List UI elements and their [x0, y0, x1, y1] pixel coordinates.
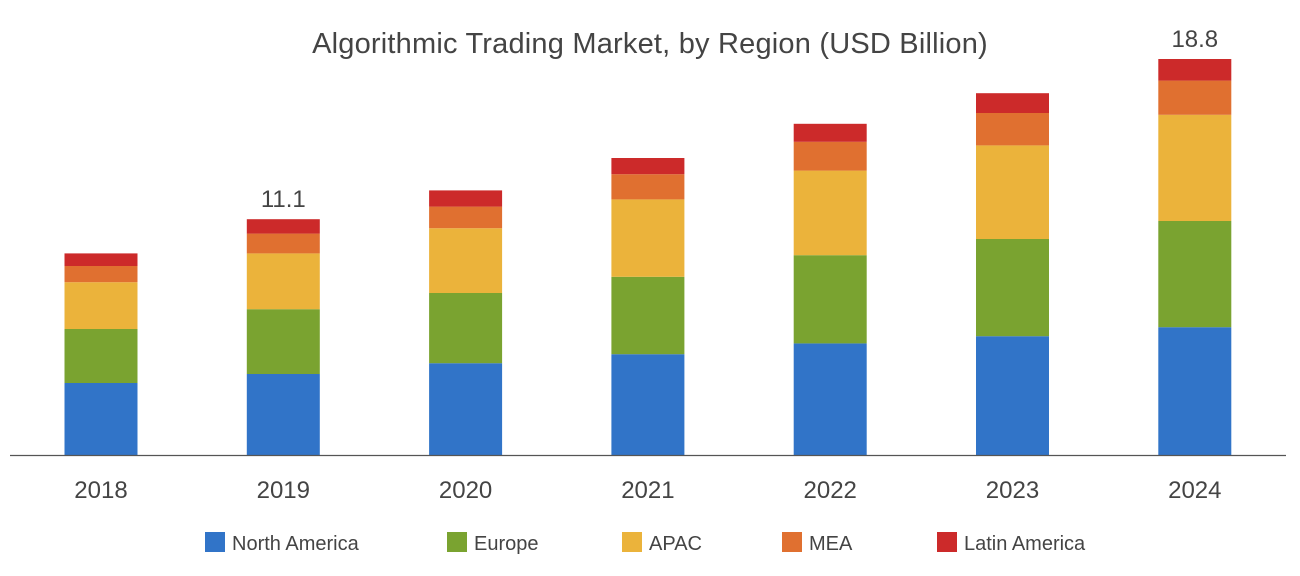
bar-latin-america-2022 [793, 123, 867, 142]
bar-latin-america-2020 [429, 190, 503, 207]
bar-latin-america-2019 [246, 219, 320, 234]
bar-mea-2023 [976, 113, 1049, 146]
chart-title: Algorithmic Trading Market, by Region (U… [312, 28, 988, 60]
bar-apac-2018 [64, 282, 138, 329]
bar-mea-2019 [246, 233, 320, 254]
legend-label: North America [232, 533, 360, 555]
bar-apac-2020 [429, 228, 503, 293]
legend-label: APAC [649, 533, 702, 555]
bar-europe-2023 [976, 239, 1049, 337]
bar-mea-2020 [429, 206, 503, 229]
legend-swatch [937, 532, 957, 552]
bar-north-america-2022 [793, 343, 867, 455]
legend-swatch [622, 532, 642, 552]
legend-item-apac: APAC [622, 532, 702, 555]
legend-item-latin-america: Latin America [937, 532, 1086, 555]
x-tick-label: 2024 [1168, 477, 1221, 504]
x-tick-label: 2018 [74, 477, 127, 504]
legend-item-mea: MEA [782, 532, 853, 555]
bar-north-america-2024 [1158, 327, 1232, 455]
x-tick-label: 2023 [986, 477, 1039, 504]
data-label: 18.8 [1171, 26, 1218, 53]
bar-europe-2018 [64, 329, 138, 383]
bar-mea-2018 [64, 266, 138, 283]
bar-apac-2022 [793, 170, 867, 256]
legend-label: Europe [474, 533, 539, 555]
legend-swatch [447, 532, 467, 552]
bar-europe-2024 [1158, 221, 1232, 328]
bar-north-america-2021 [611, 354, 685, 455]
bar-latin-america-2024 [1158, 59, 1232, 81]
bar-apac-2023 [976, 145, 1049, 239]
legend-label: MEA [809, 533, 853, 555]
bar-europe-2022 [793, 255, 867, 344]
bar-apac-2019 [246, 253, 320, 310]
x-tick-label: 2020 [439, 477, 492, 504]
bar-north-america-2020 [429, 363, 503, 455]
bar-latin-america-2021 [611, 158, 685, 175]
x-tick-label: 2022 [804, 477, 857, 504]
bar-apac-2024 [1158, 114, 1232, 221]
bar-latin-america-2018 [64, 253, 138, 266]
legend-label: Latin America [964, 533, 1086, 555]
bar-north-america-2018 [64, 383, 138, 455]
bar-europe-2020 [429, 293, 503, 364]
bar-mea-2021 [611, 174, 685, 200]
data-label: 11.1 [261, 186, 306, 213]
bar-north-america-2023 [976, 336, 1049, 455]
legend-item-north-america: North America [205, 532, 360, 555]
bar-europe-2019 [246, 309, 320, 374]
bar-europe-2021 [611, 276, 685, 355]
legend-swatch [205, 532, 225, 552]
legend-item-europe: Europe [447, 532, 539, 555]
x-tick-label: 2021 [621, 477, 674, 504]
bar-north-america-2019 [246, 374, 320, 455]
bar-latin-america-2023 [976, 93, 1049, 113]
bar-apac-2021 [611, 199, 685, 277]
bar-mea-2024 [1158, 80, 1232, 115]
bar-mea-2022 [793, 141, 867, 171]
x-tick-label: 2019 [257, 477, 310, 504]
legend-swatch [782, 532, 802, 552]
